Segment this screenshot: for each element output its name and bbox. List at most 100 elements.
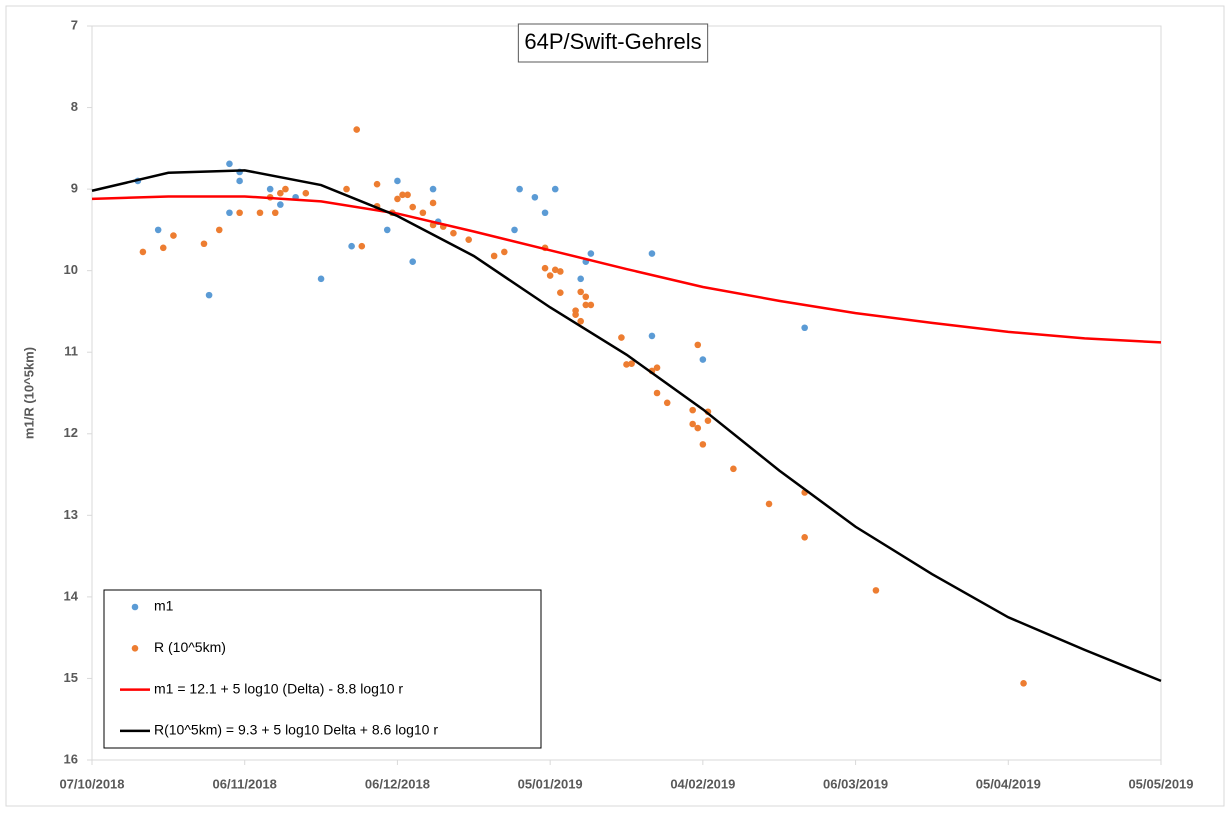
data-point (531, 193, 539, 201)
y-tick-label: 13 (64, 507, 78, 522)
y-axis-label: m1/R (10^5km) (21, 347, 36, 439)
chart-title: 64P/Swift-Gehrels (524, 29, 701, 54)
data-point (419, 209, 427, 217)
data-point (394, 177, 401, 185)
data-point (730, 465, 737, 473)
data-point (256, 209, 264, 217)
data-point (277, 201, 284, 208)
data-point (373, 180, 381, 188)
title-box: 64P/Swift-Gehrels (517, 23, 709, 63)
data-point (277, 189, 284, 197)
data-point (226, 209, 233, 217)
x-tick-label: 06/11/2018 (213, 776, 277, 791)
y-tick-label: 12 (64, 425, 78, 440)
data-point (587, 301, 595, 309)
data-point (648, 332, 656, 340)
data-point (577, 275, 584, 283)
data-point (572, 311, 579, 319)
x-tick-label: 07/10/2018 (59, 776, 124, 791)
y-tick-label: 9 (71, 181, 78, 196)
data-point (394, 195, 401, 203)
data-point (577, 317, 584, 325)
data-point (200, 240, 208, 248)
data-point (409, 203, 417, 211)
title-frame (517, 23, 709, 63)
data-point (872, 587, 880, 594)
data-point (383, 226, 391, 234)
data-point (317, 275, 325, 283)
legend-label: m1 (154, 598, 174, 614)
legend: m1 R (10^5km) m1 = 12.1 + 5 log10 (Delta) … (103, 589, 542, 749)
data-point (139, 248, 147, 256)
data-point (1020, 680, 1027, 687)
y-tick-label: 7 (71, 17, 78, 32)
y-tick-label: 10 (64, 262, 78, 277)
data-point (551, 185, 559, 193)
data-point (516, 185, 523, 193)
model-curve (91, 195, 1162, 344)
data-point (358, 242, 366, 250)
data-point (541, 209, 549, 217)
y-tick-label: 11 (64, 344, 78, 359)
data-point (399, 191, 406, 199)
data-point (236, 209, 243, 217)
data-point (490, 252, 498, 260)
x-tick-label: 05/01/2019 (518, 776, 583, 791)
data-point (348, 242, 355, 250)
data-point (765, 500, 773, 508)
data-point (557, 289, 564, 296)
y-tick-label: 8 (71, 99, 78, 114)
data-point (663, 399, 671, 407)
data-point (343, 185, 350, 193)
x-tick-label: 05/04/2019 (976, 776, 1041, 791)
data-point (694, 424, 702, 432)
data-point (653, 389, 661, 397)
data-point (699, 441, 707, 448)
legend-label: m1 = 12.1 + 5 log10 (Delta) - 8.8 log10 … (154, 680, 403, 696)
legend-swatch (131, 645, 139, 652)
data-point (801, 534, 808, 541)
data-point (450, 229, 457, 237)
x-tick-label: 06/12/2018 (365, 776, 430, 791)
data-point (704, 417, 712, 425)
data-point (170, 232, 177, 239)
legend-label: R (10^5km) (154, 639, 226, 655)
data-point (511, 226, 518, 234)
data-point (282, 185, 289, 193)
data-point (154, 226, 162, 234)
data-point (582, 301, 590, 309)
data-point (271, 209, 279, 217)
data-point (801, 324, 808, 332)
data-point (159, 244, 167, 252)
data-point (236, 177, 243, 185)
y-tick-label: 16 (64, 751, 78, 766)
data-point (404, 191, 411, 199)
x-tick-label: 06/03/2019 (823, 776, 888, 791)
x-tick-label: 05/05/2019 (1128, 776, 1193, 791)
data-point (501, 248, 508, 256)
data-point (618, 334, 625, 341)
data-point (577, 288, 584, 296)
legend-swatch (131, 603, 139, 611)
data-point (353, 126, 361, 133)
legend-label: R(10^5km) = 9.3 + 5 log10 Delta + 8.6 lo… (154, 722, 438, 738)
data-point (653, 364, 661, 372)
data-point (429, 199, 437, 207)
data-point (623, 361, 630, 368)
data-point (546, 272, 554, 279)
data-point (226, 160, 233, 168)
data-point (628, 360, 635, 367)
data-point (429, 185, 437, 193)
data-point (465, 236, 472, 243)
data-point (266, 185, 274, 193)
data-point (699, 356, 707, 363)
data-point (689, 420, 696, 428)
legend-frame (103, 589, 542, 749)
data-point (302, 189, 310, 197)
data-point (409, 258, 417, 265)
data-point (689, 406, 696, 414)
data-point (648, 250, 656, 257)
y-tick-label: 14 (64, 588, 79, 603)
